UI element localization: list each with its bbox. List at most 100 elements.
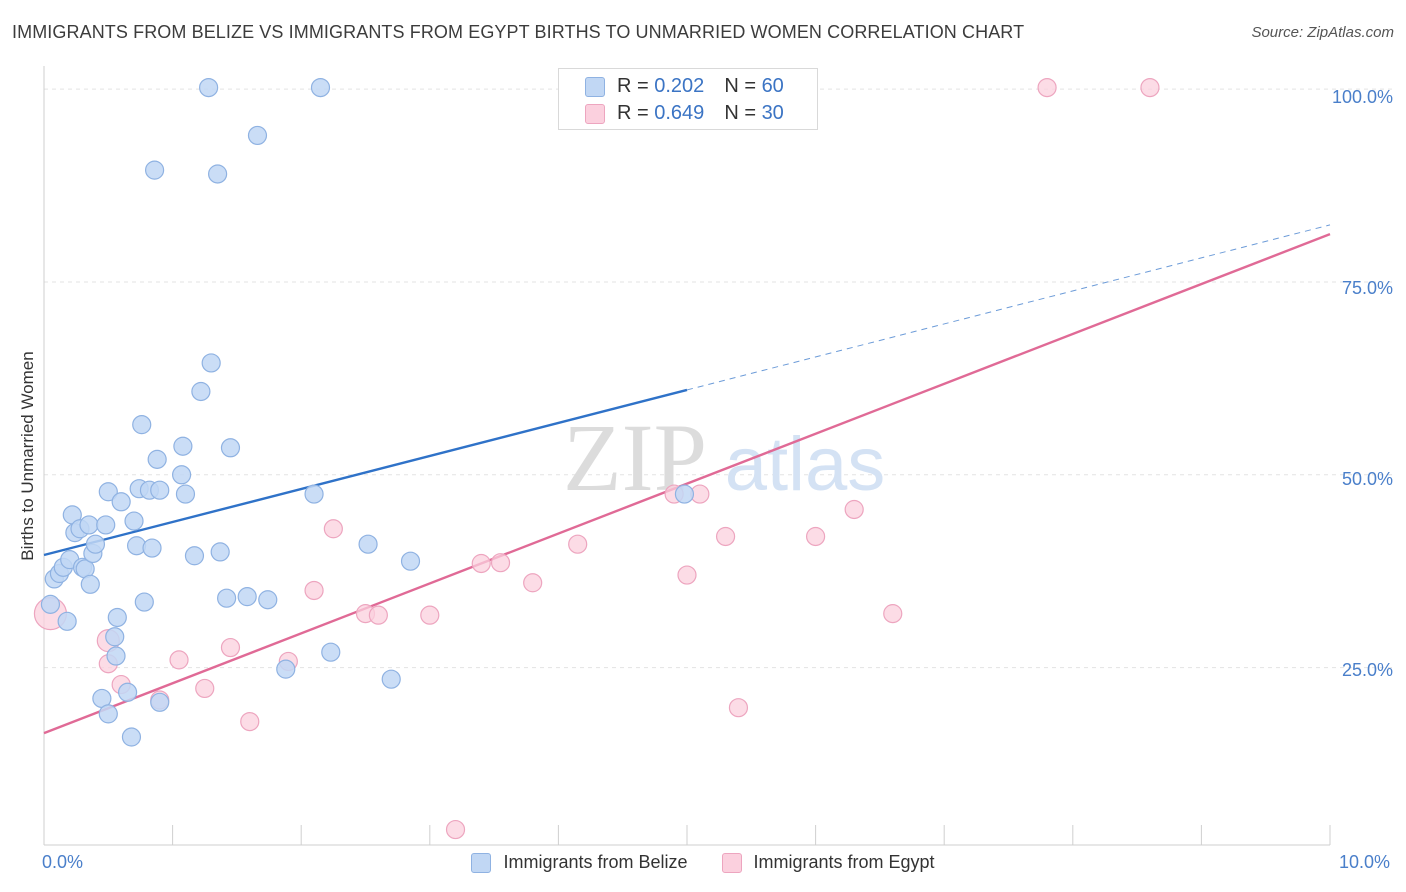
belize-point [258,590,278,610]
egypt-n-value: 30 [761,102,784,124]
trend-line-belize [43,388,688,557]
belize-point [85,534,106,554]
belize-point [247,125,268,146]
belize-point [144,160,165,180]
belize-point [132,415,152,435]
belize-point [98,482,118,502]
trend-line-egypt [43,233,1331,735]
belize-point [237,587,257,607]
egypt-point [715,526,736,547]
source-label: Source: ZipAtlas.com [1251,24,1394,41]
belize-point [674,484,695,504]
egypt-point [240,711,260,732]
egypt-point [471,553,491,574]
belize-point [184,546,205,566]
belize-point [147,449,167,469]
belize-point [400,551,421,571]
watermark: ZIP atlas [563,404,885,511]
belize-point [150,692,170,712]
belize-point [172,465,192,485]
legend-item-belize: Immigrants from Belize [471,852,688,873]
egypt-swatch [585,103,605,124]
egypt-point [220,637,241,658]
belize-point [191,381,211,402]
belize-point [105,627,125,647]
y-tick-label-100: 100.0% [1331,87,1393,107]
y-axis-title: Births to Unmarried Women [18,351,37,561]
egypt-point [728,698,749,718]
belize-point [80,574,100,594]
belize-point [117,682,138,702]
egypt-point [523,573,543,593]
legend-label-egypt: Immigrants from Egypt [753,852,935,872]
belize-point [321,642,341,662]
chart-title: IMMIGRANTS FROM BELIZE VS IMMIGRANTS FRO… [12,22,1025,42]
stats-row-egypt: R = 0.649 N = 30 [585,102,784,125]
legend-label-belize: Immigrants from Belize [503,852,688,872]
egypt-point [844,499,864,520]
belize-point [220,438,241,458]
data-points [33,77,1160,840]
trend-lines [43,224,1331,735]
belize-point [107,607,127,628]
egypt-point [568,534,588,554]
belize-n-label: N = [724,75,756,97]
belize-swatch [585,76,605,97]
belize-point [79,515,99,535]
egypt-point [1037,77,1057,98]
trend-line-belize-extension [686,224,1331,391]
stats-legend: R = 0.202 N = 60 R = 0.649 N = 30 [558,68,818,130]
egypt-point [368,605,388,625]
watermark-atlas: atlas [725,422,886,507]
series-legend: Immigrants from Belize Immigrants from E… [0,852,1406,873]
belize-point [111,492,131,512]
egypt-point [445,819,466,840]
belize-point [304,484,324,504]
belize-point [121,727,142,747]
y-tick-label-75: 75.0% [1341,278,1393,298]
egypt-point [805,526,826,547]
belize-point [142,538,162,558]
axes [43,66,1331,846]
belize-point [217,588,237,608]
egypt-point [420,605,440,625]
x-tick-label-min: 0.0% [42,852,84,872]
x-tick-label-max: 10.0% [1339,852,1391,872]
egypt-point [490,553,511,573]
egypt-r-value: 0.649 [654,102,705,124]
belize-n-value: 60 [761,75,784,97]
egypt-point [169,650,189,670]
belize-point [175,484,196,504]
belize-point [98,704,118,724]
y-tick-label-25: 25.0% [1341,660,1393,680]
legend-swatch-belize [471,852,492,873]
belize-point [57,611,77,631]
belize-point [96,515,116,535]
egypt-r-label: R = [617,102,649,124]
egypt-n-label: N = [724,102,756,124]
egypt-point [883,604,903,624]
belize-point [150,480,170,500]
egypt-point [195,678,215,699]
belize-point [199,77,219,98]
gridlines [44,88,1396,669]
legend-item-egypt: Immigrants from Egypt [721,852,935,873]
belize-point [381,669,401,689]
belize-point [40,594,61,614]
belize-point [210,542,230,562]
belize-point [124,511,144,531]
legend-swatch-egypt [721,852,742,873]
belize-point [358,534,378,554]
belize-point [173,436,193,456]
egypt-point [1140,77,1160,98]
belize-r-label: R = [617,75,649,97]
belize-point [134,592,154,612]
stats-row-belize: R = 0.202 N = 60 [585,75,784,98]
y-tick-label-50: 50.0% [1341,469,1393,489]
belize-point [201,353,221,373]
belize-r-value: 0.202 [654,75,705,97]
belize-point [276,659,296,679]
egypt-point [304,580,324,601]
belize-point [310,77,331,98]
